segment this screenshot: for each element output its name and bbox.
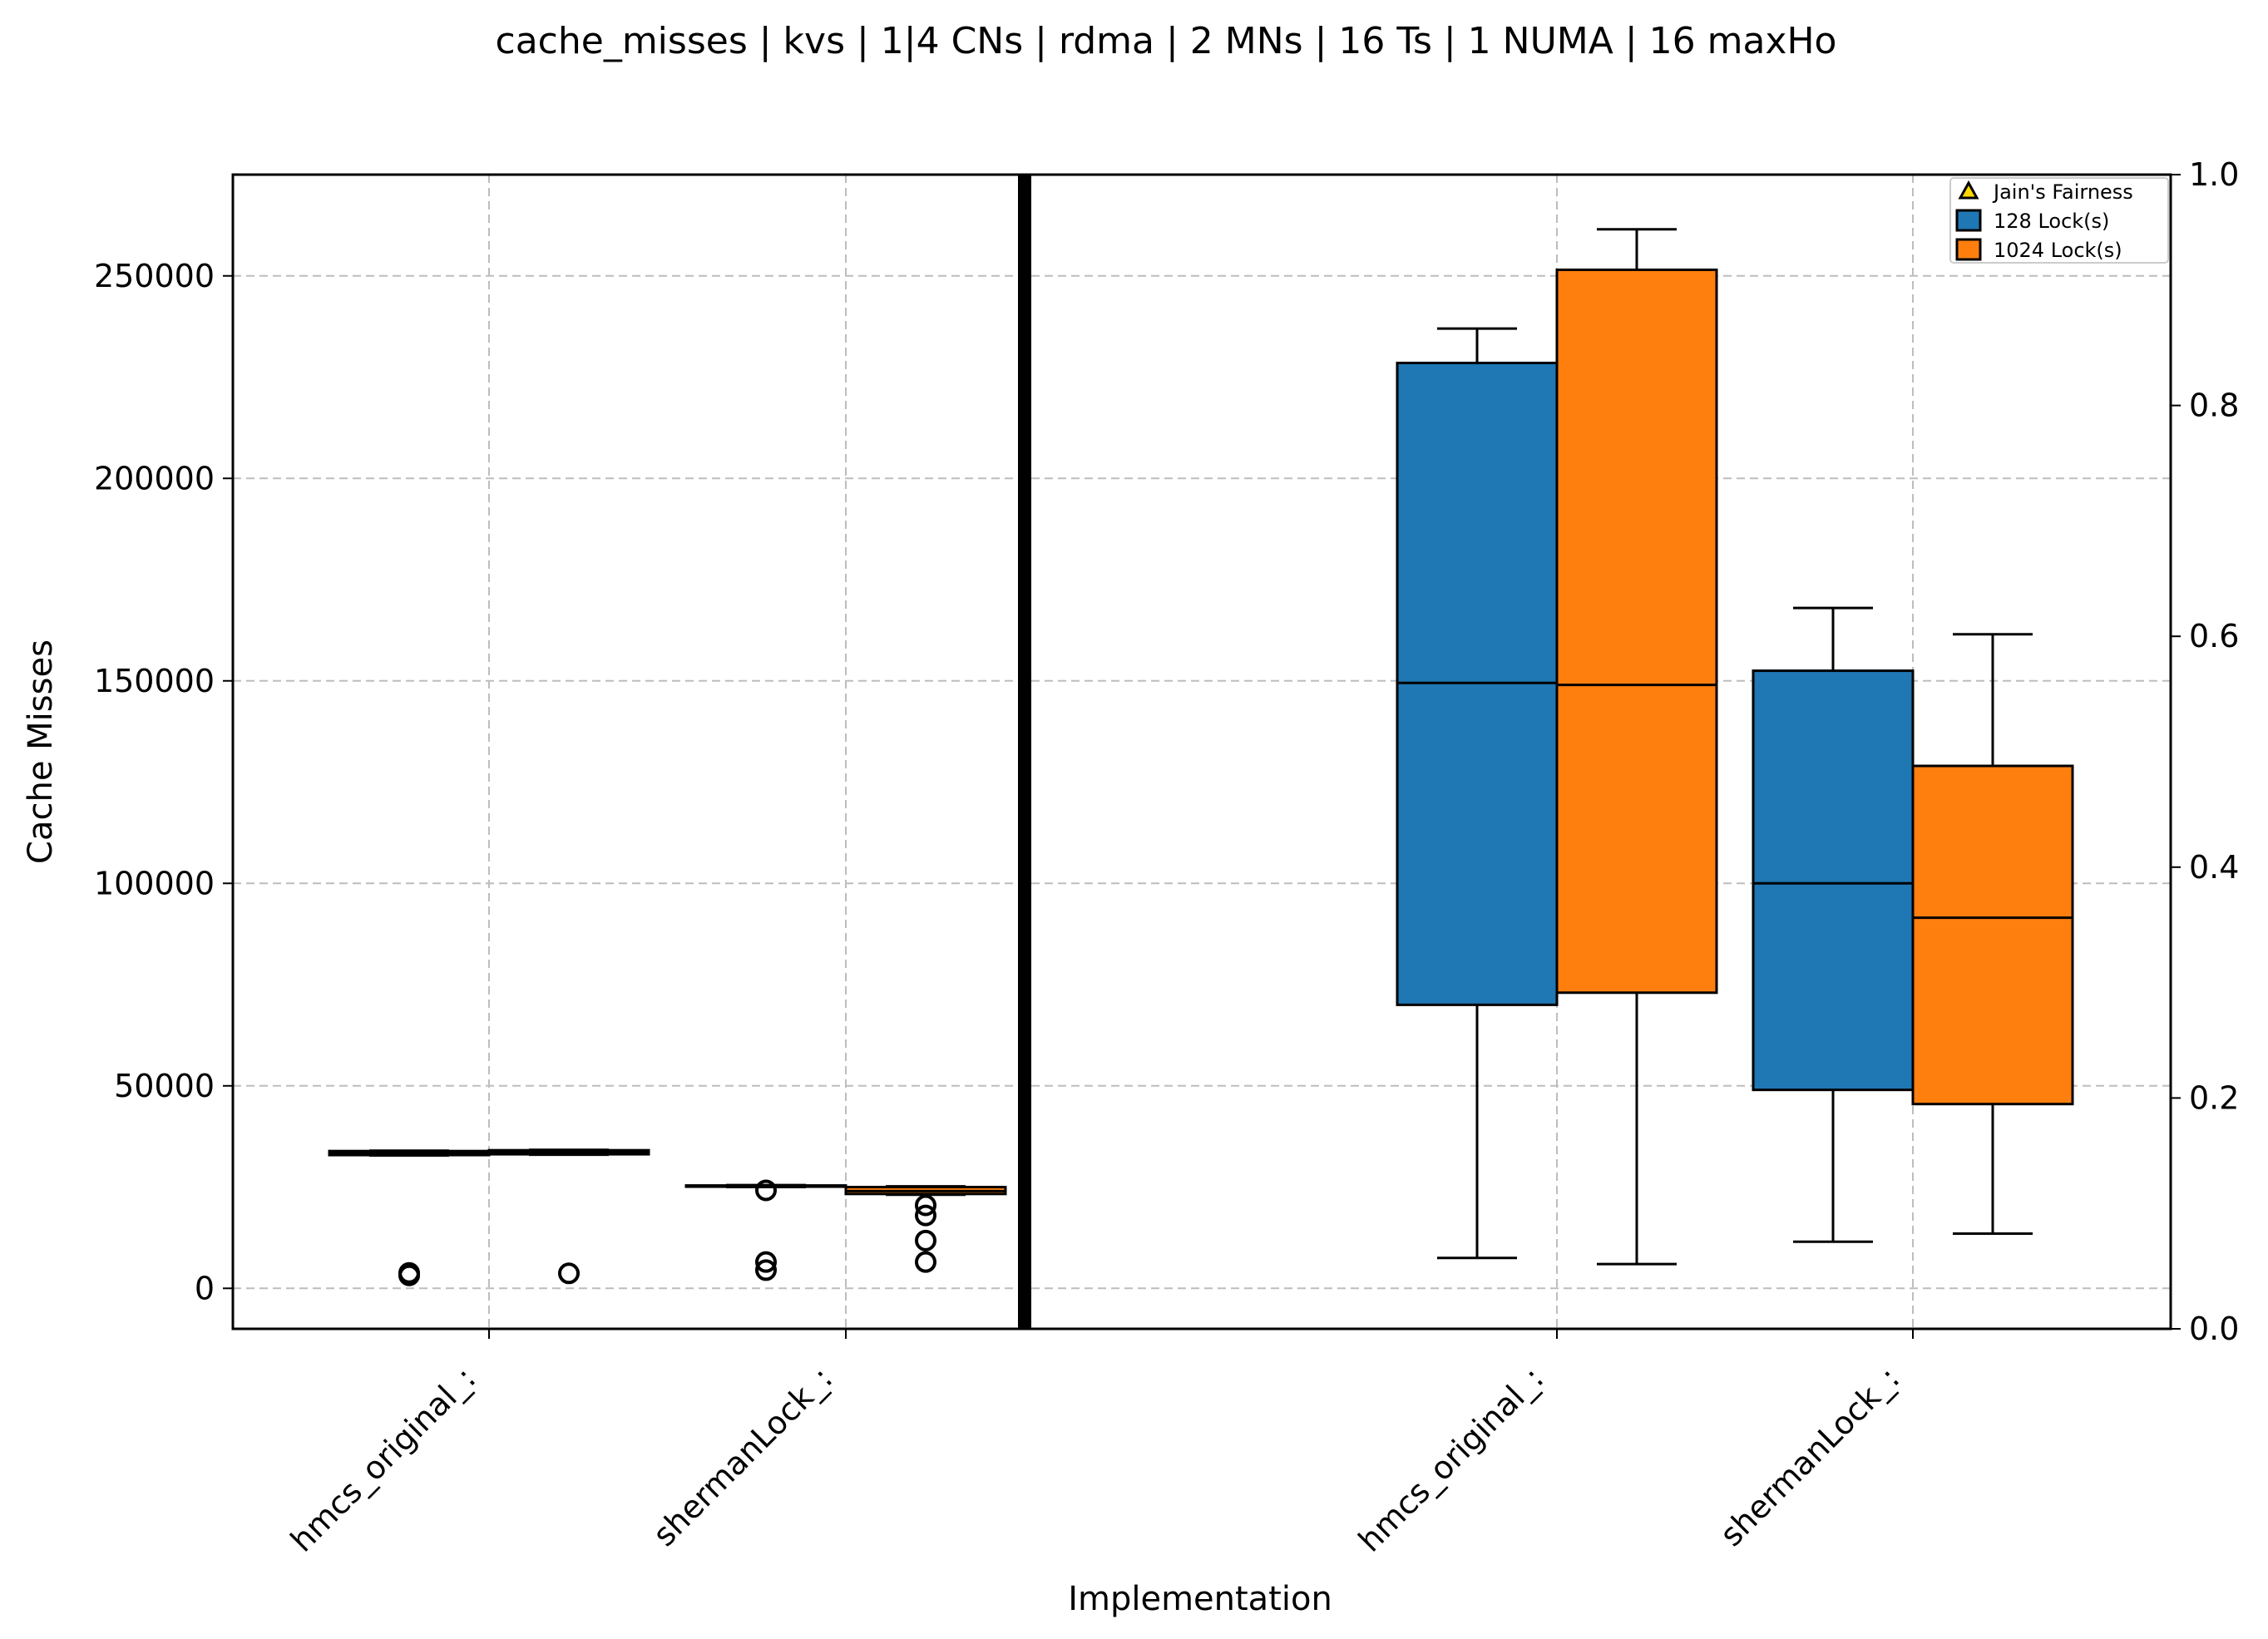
legend-label: 128 Lock(s) [1994,210,2109,233]
box-left-0-1 [487,1148,650,1285]
legend-marker-fairness [1958,180,1979,200]
y2-tick-label: 0.2 [2189,1079,2239,1116]
outlier-point [558,1262,580,1285]
outlier-point [915,1204,936,1227]
y-tick-label: 250000 [94,258,215,294]
y2-tick-label: 0.0 [2189,1311,2239,1347]
outlier-point [755,1251,777,1273]
box-body [1555,268,1718,995]
legend-swatch [1955,238,1982,261]
box-left-1-1 [844,1185,1007,1273]
box-left-0-0 [328,1149,491,1286]
outlier-point [755,1179,777,1202]
box-right-1-1 [1911,633,2074,1236]
plot-frame [231,173,2172,1330]
outlier-point [915,1251,936,1273]
outlier-point [398,1261,420,1284]
box-layer [328,228,2074,1286]
y-tick-label: 50000 [114,1068,215,1104]
y-tick-label: 150000 [94,663,215,699]
y2-tick-label: 1.0 [2189,156,2239,193]
y-tick-label: 200000 [94,460,215,496]
y2-tick-label: 0.8 [2189,388,2239,424]
y-tick-label: 0 [195,1270,215,1306]
box-right-0-0 [1396,327,1559,1260]
box-body [1911,764,2074,1106]
legend-label: 1024 Lock(s) [1994,239,2122,262]
box-right-0-1 [1555,228,1718,1266]
box-body [1752,669,1915,1092]
x-axis-label: Implementation [1068,1580,1332,1618]
legend: Jain's Fairness 128 Lock(s) 1024 Lock(s) [1949,177,2169,264]
outlier-point [915,1229,936,1251]
legend-swatch [1955,209,1982,232]
chart-title: cache_misses | kvs | 1|4 CNs | rdma | 2 … [496,20,1837,62]
y-axis-label: Cache Misses [22,639,60,864]
box-right-1-0 [1752,606,1915,1243]
outlier-point [755,1259,777,1281]
y2-tick-label: 0.6 [2189,618,2239,654]
outlier-point [915,1194,936,1217]
y2-tick-label: 0.4 [2189,849,2239,886]
y-tick-label: 100000 [94,865,215,901]
legend-box [1949,177,2169,264]
legend-label: Jain's Fairness [1992,180,2133,204]
